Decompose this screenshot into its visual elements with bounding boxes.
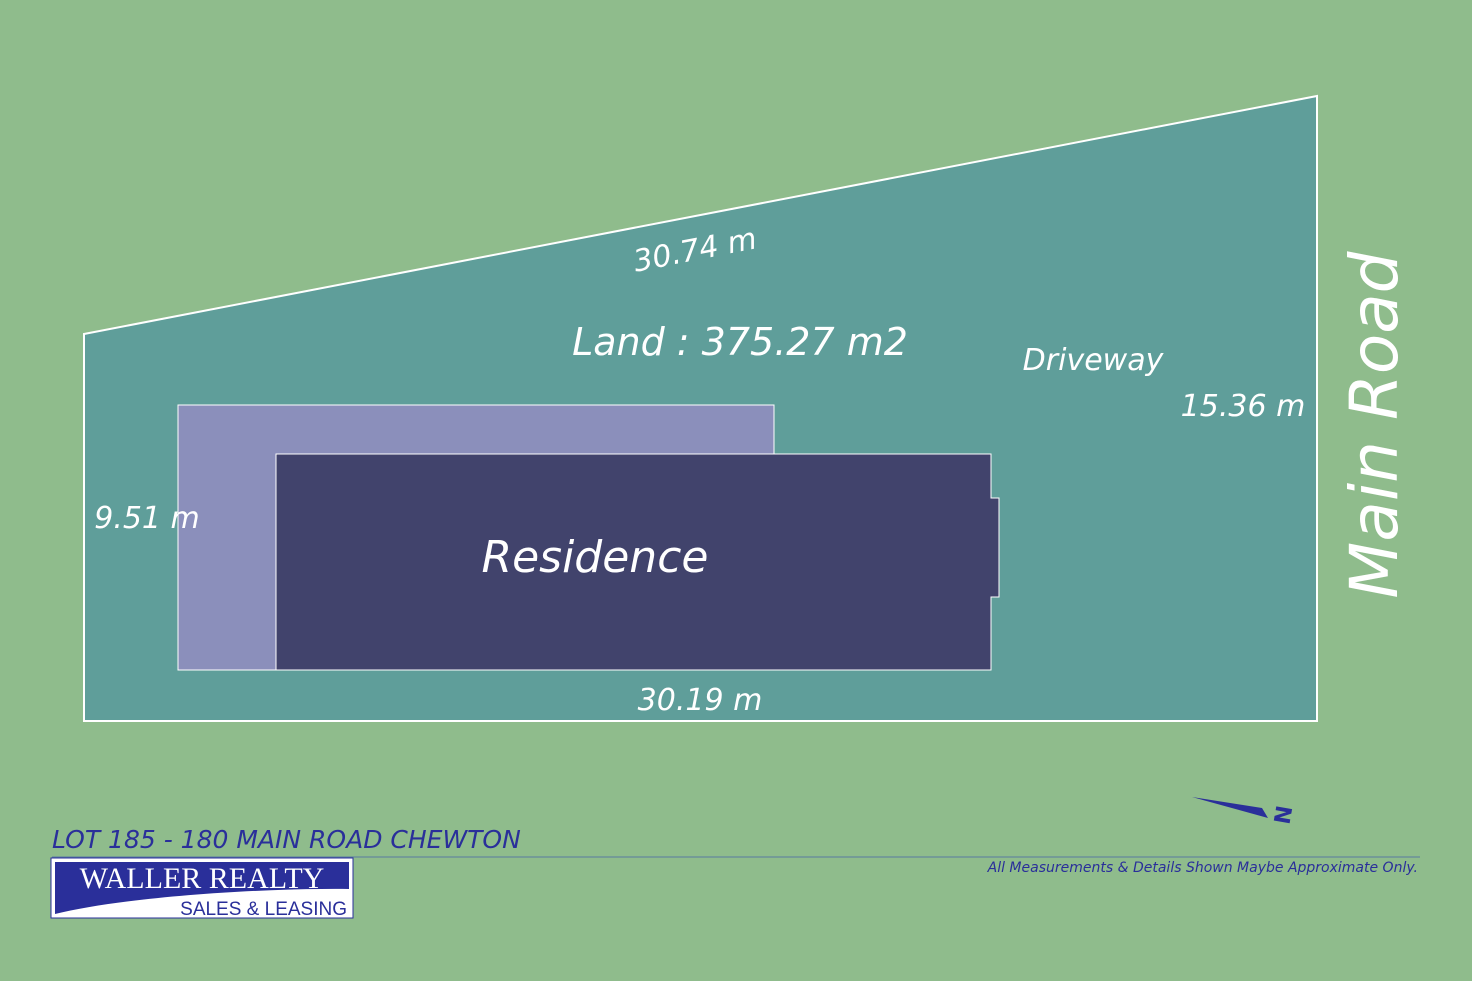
bottom-length: 30.19 m: [638, 683, 763, 718]
residence-label: Residence: [482, 532, 709, 583]
right-length: 15.36 m: [1181, 389, 1306, 424]
land-area: Land : 375.27 m2: [572, 320, 908, 364]
disclaimer: All Measurements & Details Shown Maybe A…: [987, 860, 1418, 876]
road-label: Main Road: [1336, 250, 1413, 598]
brand: WALLER REALTY: [80, 862, 325, 895]
left-length: 9.51 m: [94, 501, 200, 536]
north-label: N: [1271, 804, 1299, 826]
north-arrow: [1192, 797, 1268, 818]
residence: [275, 453, 1000, 671]
brand-sub: SALES & LEASING: [180, 899, 347, 920]
logo-swoosh: [55, 862, 349, 914]
address: LOT 185 - 180 MAIN ROAD CHEWTON: [52, 825, 521, 854]
driveway: Driveway: [1023, 343, 1165, 378]
